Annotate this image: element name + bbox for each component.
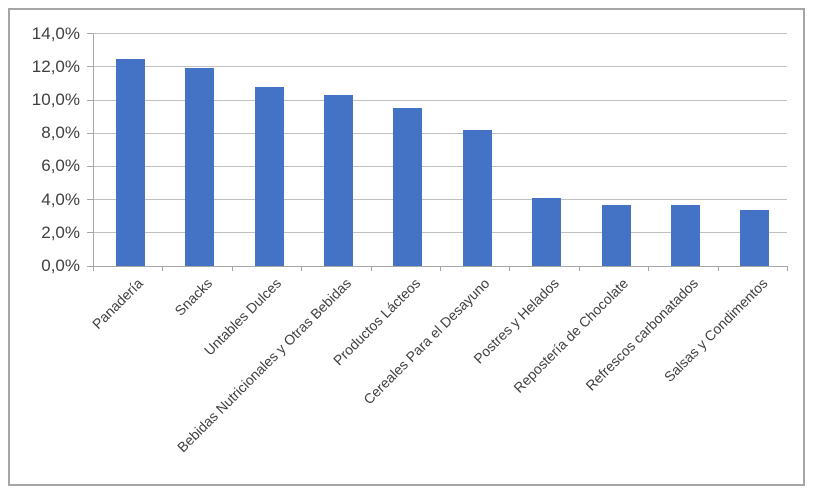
- y-gridline: [93, 99, 787, 101]
- bar: [601, 204, 631, 266]
- y-axis-tick: [87, 232, 93, 234]
- x-axis-category-label: Refrescos carbonatados: [582, 275, 701, 394]
- y-axis-line: [93, 33, 94, 266]
- y-gridline: [93, 199, 787, 201]
- bar: [670, 204, 700, 266]
- bar: [185, 68, 215, 266]
- x-axis-tick: [509, 266, 511, 271]
- x-axis-tick: [717, 266, 719, 271]
- y-axis-tick: [87, 165, 93, 167]
- y-gridline: [93, 66, 787, 68]
- bar: [115, 58, 145, 266]
- y-axis-tick: [87, 132, 93, 134]
- bar: [740, 209, 770, 266]
- y-axis-tick-label: 12,0%: [31, 56, 80, 76]
- bar: [462, 129, 492, 266]
- bar: [254, 86, 284, 266]
- y-axis-tick: [87, 99, 93, 101]
- x-axis-category-label: Cereales Para el Desayuno: [360, 275, 493, 408]
- y-gridline: [93, 132, 787, 134]
- y-axis-tick-label: 0,0%: [41, 256, 80, 275]
- bar: [393, 108, 423, 266]
- y-axis-tick: [87, 265, 93, 267]
- x-axis-tick: [93, 266, 94, 271]
- y-axis-tick: [87, 199, 93, 201]
- x-axis-tick: [787, 266, 788, 271]
- x-axis-tick: [231, 266, 233, 271]
- y-gridline: [93, 232, 787, 234]
- y-axis-tick-label: 4,0%: [41, 189, 80, 209]
- y-axis-tick-label: 8,0%: [41, 123, 80, 143]
- x-axis-tick: [370, 266, 372, 271]
- x-axis-category-label: Snacks: [171, 275, 215, 319]
- chart-figure: 0,0% 2,0% 4,0% 6,0% 8,0% 10,0% 12,0% 14,0% Panad…: [8, 8, 805, 486]
- x-axis-tick: [301, 266, 303, 271]
- bar: [323, 95, 353, 266]
- y-axis-tick-label: 10,0%: [31, 90, 80, 109]
- y-axis-tick-label: 14,0%: [31, 23, 80, 43]
- x-axis-category-label: Repostería de Chocolate: [510, 275, 632, 396]
- y-axis-tick-label: 2,0%: [41, 222, 80, 242]
- x-axis-category-label: Panadería: [88, 275, 146, 332]
- bar: [532, 197, 562, 266]
- x-axis-tick: [648, 266, 650, 271]
- x-axis-tick: [578, 266, 580, 271]
- y-axis-tick-label: 6,0%: [41, 156, 80, 176]
- y-gridline: [93, 165, 787, 167]
- x-axis-tick: [440, 266, 441, 271]
- plot-area: 0,0% 2,0% 4,0% 6,0% 8,0% 10,0% 12,0% 14,0% Panad…: [10, 10, 803, 484]
- y-axis-tick: [87, 66, 93, 68]
- x-axis-tick: [162, 266, 164, 271]
- y-axis-tick: [87, 33, 93, 35]
- y-gridline: [93, 33, 787, 35]
